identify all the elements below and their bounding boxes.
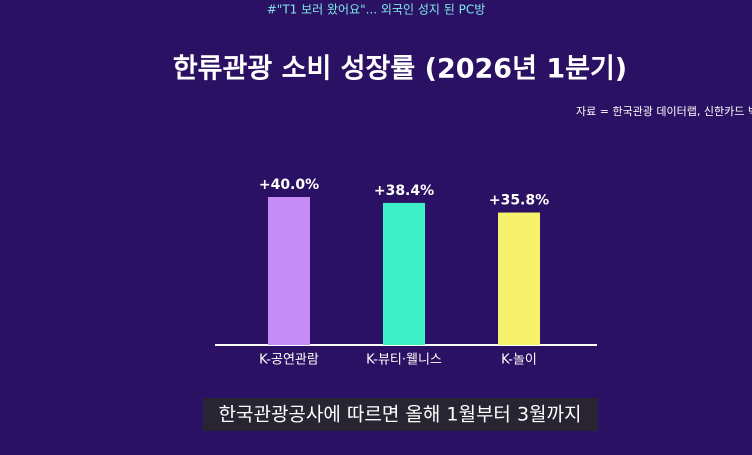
chart-title: 한류관광 소비 성장률 (2026년 1분기) [173, 54, 627, 85]
x-tick-label: K-공연관람 [259, 353, 319, 368]
x-tick-label: K-놀이 [501, 353, 537, 368]
header: #"T1 보러 왔어요"... 외국인 성지 된 PC방 [267, 2, 486, 17]
source: 자료 = 한국관광 데이터랩, 신한카드 빅 [576, 105, 752, 118]
value-label: +38.4% [374, 183, 434, 199]
value-label: +35.8% [489, 193, 549, 209]
bar [498, 212, 540, 345]
bar [268, 197, 310, 345]
x-tick-label: K-뷰티·웰니스 [366, 353, 442, 368]
caption: 한국관광공사에 따르면 올해 1월부터 3월까지 [219, 404, 582, 426]
value-label: +40.0% [259, 177, 319, 193]
caption-box [203, 398, 598, 431]
bar [383, 202, 425, 345]
